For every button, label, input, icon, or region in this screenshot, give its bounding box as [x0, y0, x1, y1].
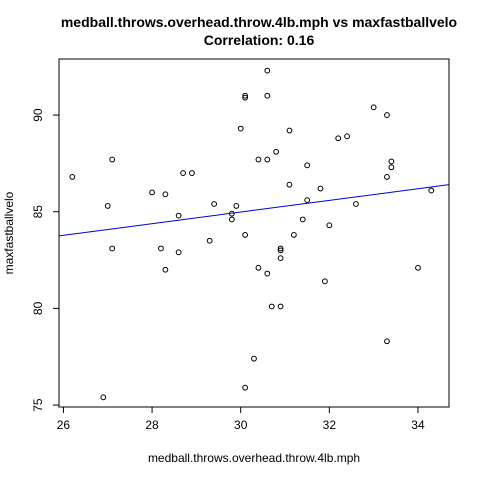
data-point: [264, 156, 271, 163]
data-point: [264, 67, 271, 74]
data-point: [317, 185, 324, 192]
data-point: [189, 170, 195, 176]
data-point: [286, 181, 293, 188]
data-point: [268, 303, 275, 310]
data-point: [233, 203, 240, 209]
data-point: [228, 216, 235, 223]
data-point: [290, 232, 297, 238]
data-point: [415, 264, 421, 271]
axis-ticks: 26 28 30 32 34 75 80 85 90: [31, 108, 425, 432]
data-point: [242, 384, 249, 391]
y-tick-label: 80: [31, 301, 45, 315]
data-point: [158, 245, 164, 252]
data-point: [277, 245, 284, 252]
data-point: [109, 156, 116, 163]
data-point: [388, 158, 395, 165]
data-point: [228, 210, 235, 217]
data-point: [237, 125, 244, 132]
data-point: [162, 266, 169, 273]
regression-line: [58, 184, 450, 237]
data-point: [69, 174, 76, 180]
x-tick-label: 30: [234, 418, 248, 432]
data-point: [384, 112, 390, 118]
data-point: [384, 174, 390, 180]
x-tick-label: 26: [57, 418, 71, 432]
data-point: [162, 191, 169, 198]
regression-line-group: [58, 184, 450, 237]
data-point: [428, 187, 435, 194]
data-point: [100, 394, 107, 401]
data-point: [104, 203, 111, 209]
data-point: [175, 249, 182, 256]
y-tick-label: 90: [31, 108, 45, 122]
data-point: [326, 222, 333, 229]
data-point: [175, 212, 182, 219]
data-point: [388, 164, 395, 171]
data-point: [322, 278, 328, 285]
data-points: [69, 67, 435, 401]
data-point: [277, 303, 284, 310]
data-point: [384, 338, 390, 345]
data-point: [264, 92, 271, 99]
data-point: [109, 245, 116, 252]
chart-title: medball.throws.overhead.throw.4lb.mph vs…: [61, 14, 457, 30]
data-point: [286, 127, 293, 134]
data-point: [255, 156, 262, 163]
data-point: [304, 197, 311, 204]
data-point: [242, 92, 249, 99]
data-point: [242, 94, 249, 101]
x-axis-label: medball.throws.overhead.throw.4lb.mph: [148, 451, 360, 465]
data-point: [370, 104, 377, 111]
data-point: [273, 148, 280, 155]
x-tick-label: 34: [411, 418, 425, 432]
y-axis-label: maxfastballvelo: [2, 191, 16, 274]
data-point: [344, 133, 350, 140]
data-point: [299, 216, 306, 223]
chart-subtitle: Correlation: 0.16: [204, 32, 315, 48]
data-point: [353, 201, 359, 207]
data-point: [277, 247, 284, 254]
data-point: [180, 170, 186, 176]
data-point: [264, 270, 271, 277]
data-point: [206, 237, 213, 244]
data-point: [277, 255, 284, 262]
data-point: [304, 162, 311, 169]
x-tick-label: 32: [323, 418, 337, 432]
plot-frame: [58, 58, 450, 408]
data-point: [211, 201, 218, 207]
data-point: [149, 189, 155, 196]
x-tick-label: 28: [145, 418, 159, 432]
y-tick-label: 75: [31, 398, 45, 412]
data-point: [335, 135, 342, 142]
data-point: [251, 355, 257, 362]
y-tick-label: 85: [31, 205, 45, 219]
data-point: [242, 232, 249, 238]
data-point: [255, 264, 262, 271]
